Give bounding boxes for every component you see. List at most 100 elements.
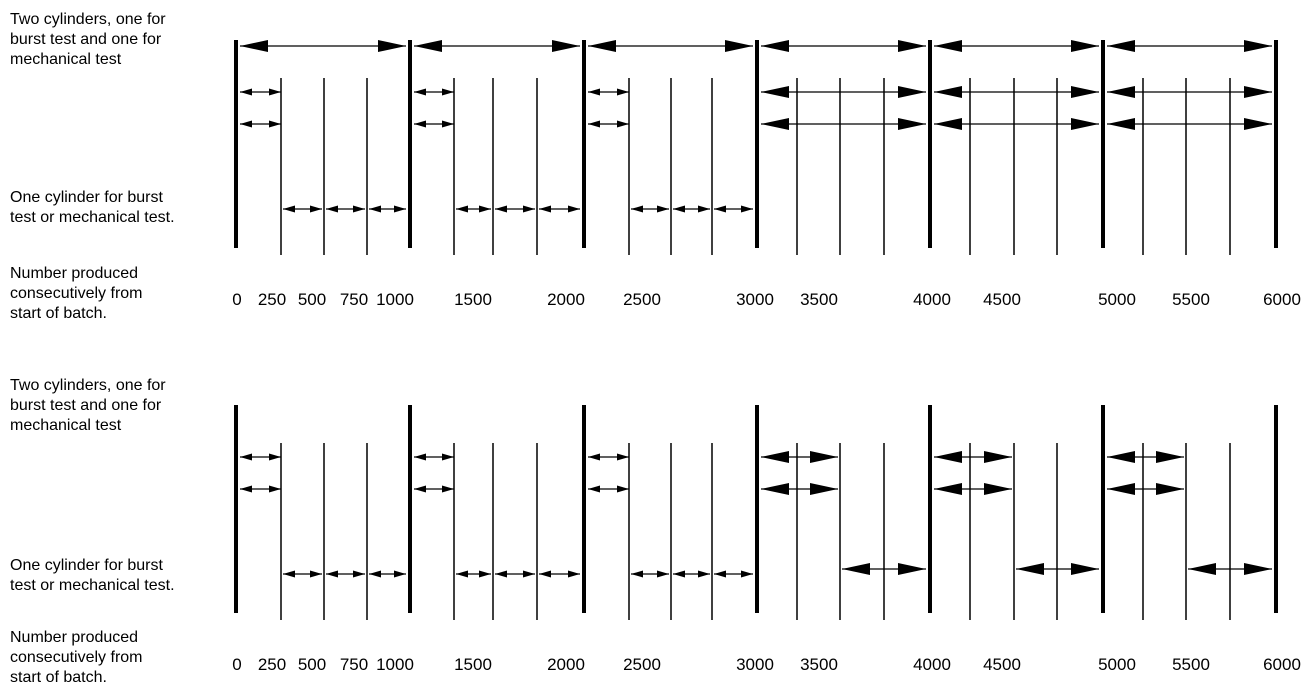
- arrowhead: [568, 570, 580, 578]
- one-cylinder-label: One cylinder for burst test or mechanica…: [10, 557, 175, 594]
- arrowhead: [442, 485, 454, 493]
- tick-label: 6000: [1263, 290, 1301, 309]
- arrowhead: [617, 453, 629, 461]
- arrowhead: [442, 453, 454, 461]
- arrowhead: [673, 205, 685, 213]
- one-cylinder-label: One cylinder for burst test or mechanica…: [10, 189, 175, 226]
- arrowhead: [539, 570, 551, 578]
- arrowhead: [326, 205, 338, 213]
- arrowhead: [479, 205, 491, 213]
- tick-label: 4000: [913, 290, 951, 309]
- arrowhead: [761, 483, 789, 495]
- arrowhead: [741, 570, 753, 578]
- arrowhead: [934, 483, 962, 495]
- arrowhead: [984, 451, 1012, 463]
- arrowhead: [552, 40, 580, 52]
- tick-label: 4500: [983, 655, 1021, 674]
- arrowhead: [761, 40, 789, 52]
- arrowhead: [1071, 40, 1099, 52]
- arrowhead: [657, 570, 669, 578]
- arrowhead: [414, 120, 426, 128]
- tick-label: 6000: [1263, 655, 1301, 674]
- arrowhead: [240, 120, 252, 128]
- number-produced-label: Number produced consecutively from start…: [10, 629, 143, 686]
- tick-label: 1000: [376, 290, 414, 309]
- arrowhead: [761, 118, 789, 130]
- arrowhead: [741, 205, 753, 213]
- arrowhead: [588, 485, 600, 493]
- tick-label: 3500: [800, 290, 838, 309]
- arrowhead: [269, 453, 281, 461]
- arrowhead: [369, 205, 381, 213]
- arrowhead: [725, 40, 753, 52]
- arrowhead: [588, 88, 600, 96]
- arrowhead: [934, 86, 962, 98]
- arrowhead: [283, 570, 295, 578]
- arrowhead: [810, 451, 838, 463]
- tick-label: 750: [339, 655, 369, 674]
- arrowhead: [1244, 40, 1272, 52]
- arrowhead: [761, 86, 789, 98]
- arrowhead: [934, 118, 962, 130]
- two-cylinders-label: Two cylinders, one for burst test and on…: [10, 11, 166, 68]
- arrowhead: [1071, 563, 1099, 575]
- arrowhead: [353, 570, 365, 578]
- arrowhead: [495, 570, 507, 578]
- tick-label: 1500: [454, 290, 492, 309]
- arrowhead: [698, 205, 710, 213]
- arrowhead: [631, 570, 643, 578]
- arrowhead: [934, 40, 962, 52]
- tick-label: 4500: [983, 290, 1021, 309]
- two-cylinders-label: Two cylinders, one for burst test and on…: [10, 377, 166, 434]
- arrowhead: [1188, 563, 1216, 575]
- arrowhead: [568, 205, 580, 213]
- tick-label: 5500: [1172, 290, 1210, 309]
- arrowhead: [310, 205, 322, 213]
- tick-label: 500: [297, 655, 327, 674]
- arrowhead: [714, 205, 726, 213]
- tick-label: 3500: [800, 655, 838, 674]
- arrowhead: [414, 453, 426, 461]
- arrowhead: [657, 205, 669, 213]
- arrowhead: [310, 570, 322, 578]
- arrowhead: [842, 563, 870, 575]
- arrowhead: [414, 40, 442, 52]
- arrowhead: [761, 451, 789, 463]
- arrowhead: [1156, 483, 1184, 495]
- arrowhead: [588, 120, 600, 128]
- arrowhead: [1107, 483, 1135, 495]
- tick-label: 1500: [454, 655, 492, 674]
- arrowhead: [698, 570, 710, 578]
- arrowhead: [442, 120, 454, 128]
- arrowhead: [1016, 563, 1044, 575]
- tick-label: 2000: [547, 290, 585, 309]
- arrowhead: [479, 570, 491, 578]
- arrowhead: [269, 485, 281, 493]
- arrowhead: [414, 485, 426, 493]
- tick-label: 500: [297, 290, 327, 309]
- tick-label: 5000: [1098, 290, 1136, 309]
- arrowhead: [673, 570, 685, 578]
- tick-label: 250: [257, 290, 287, 309]
- arrowhead: [240, 88, 252, 96]
- arrowhead: [1071, 118, 1099, 130]
- arrowhead: [898, 118, 926, 130]
- arrowhead: [617, 120, 629, 128]
- arrowhead: [617, 88, 629, 96]
- tick-label: 1000: [376, 655, 414, 674]
- arrowhead: [269, 120, 281, 128]
- tick-label: 2500: [623, 655, 661, 674]
- arrowhead: [1107, 40, 1135, 52]
- arrowhead: [898, 40, 926, 52]
- arrowhead: [456, 205, 468, 213]
- tick-label: 2500: [623, 290, 661, 309]
- tick-label: 2000: [547, 655, 585, 674]
- arrowhead: [326, 570, 338, 578]
- arrowhead: [456, 570, 468, 578]
- arrowhead: [414, 88, 426, 96]
- arrowhead: [378, 40, 406, 52]
- arrowhead: [240, 453, 252, 461]
- arrowhead: [631, 205, 643, 213]
- arrowhead: [934, 451, 962, 463]
